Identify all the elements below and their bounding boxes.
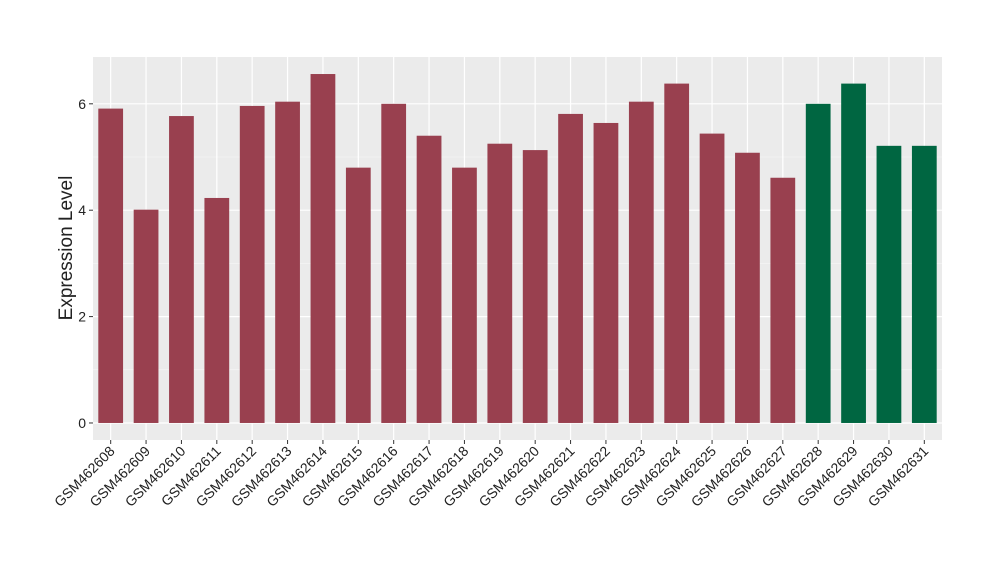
bar: [699, 133, 725, 423]
y-tick-label: 2: [78, 309, 86, 325]
bar: [275, 101, 300, 423]
bar: [805, 103, 831, 423]
bar: [735, 152, 760, 423]
bar: [558, 113, 583, 423]
bar: [204, 197, 230, 423]
bar: [239, 105, 265, 423]
bar: [416, 135, 442, 423]
y-tick-label: 0: [78, 415, 86, 431]
plot-panel: [93, 57, 942, 440]
bar: [522, 150, 548, 423]
y-tick-label: 6: [78, 96, 86, 112]
bar: [664, 83, 690, 423]
bar: [345, 167, 371, 423]
bar: [628, 101, 654, 423]
bar: [98, 108, 124, 423]
bar: [841, 83, 866, 423]
bar: [593, 122, 619, 423]
bar: [133, 209, 159, 423]
bar: [911, 145, 937, 423]
bar: [169, 116, 194, 423]
bar: [876, 145, 902, 423]
y-axis-title: Expression Level: [56, 176, 77, 321]
bar: [770, 177, 796, 423]
bar: [381, 103, 407, 423]
bar: [487, 143, 513, 423]
y-tick-label: 4: [78, 202, 86, 218]
bar: [452, 167, 477, 423]
bar: [310, 74, 336, 423]
